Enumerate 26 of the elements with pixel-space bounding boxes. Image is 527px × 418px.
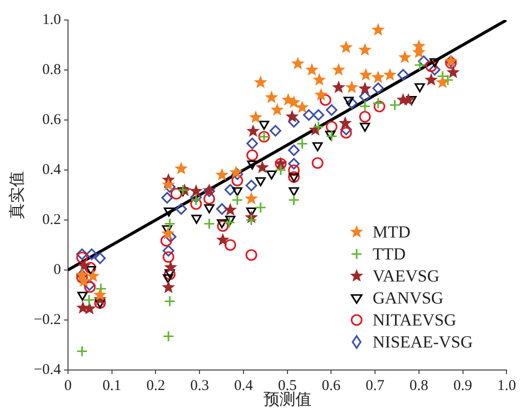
legend-label: NITAEVSG: [372, 310, 456, 330]
x-tick-label: 0.3: [190, 378, 209, 394]
x-tick-label: 1.0: [497, 378, 516, 394]
x-tick-label: 0.1: [102, 378, 122, 394]
y-tick-label: −0.4: [34, 362, 62, 378]
y-tick-label: 0.4: [42, 162, 62, 178]
x-tick-label: 0.9: [453, 378, 472, 394]
x-tick-label: 0: [64, 378, 72, 394]
y-tick-label: 0: [54, 262, 61, 278]
legend-label: VAEVSG: [372, 266, 440, 286]
legend-label: GANVSG: [372, 288, 444, 308]
y-axis-title: 真实值: [8, 171, 26, 219]
y-tick-label: 0.8: [42, 62, 61, 78]
x-axis-title: 预测值: [263, 392, 312, 409]
x-tick-label: 0.7: [366, 378, 385, 394]
y-tick-label: 0.2: [42, 212, 61, 228]
legend-label: MTD: [372, 222, 410, 242]
legend-label: NISEAE-VSG: [372, 332, 473, 352]
x-tick-label: 0.2: [146, 378, 166, 394]
y-tick-label: 0.6: [42, 112, 62, 128]
x-tick-label: 0.6: [322, 378, 342, 394]
x-tick-label: 0.8: [410, 378, 428, 394]
y-tick-label: −0.2: [34, 312, 61, 328]
legend-label: TTD: [372, 244, 406, 264]
y-tick-label: 1.0: [42, 12, 61, 28]
x-tick-label: 0.4: [234, 378, 254, 394]
